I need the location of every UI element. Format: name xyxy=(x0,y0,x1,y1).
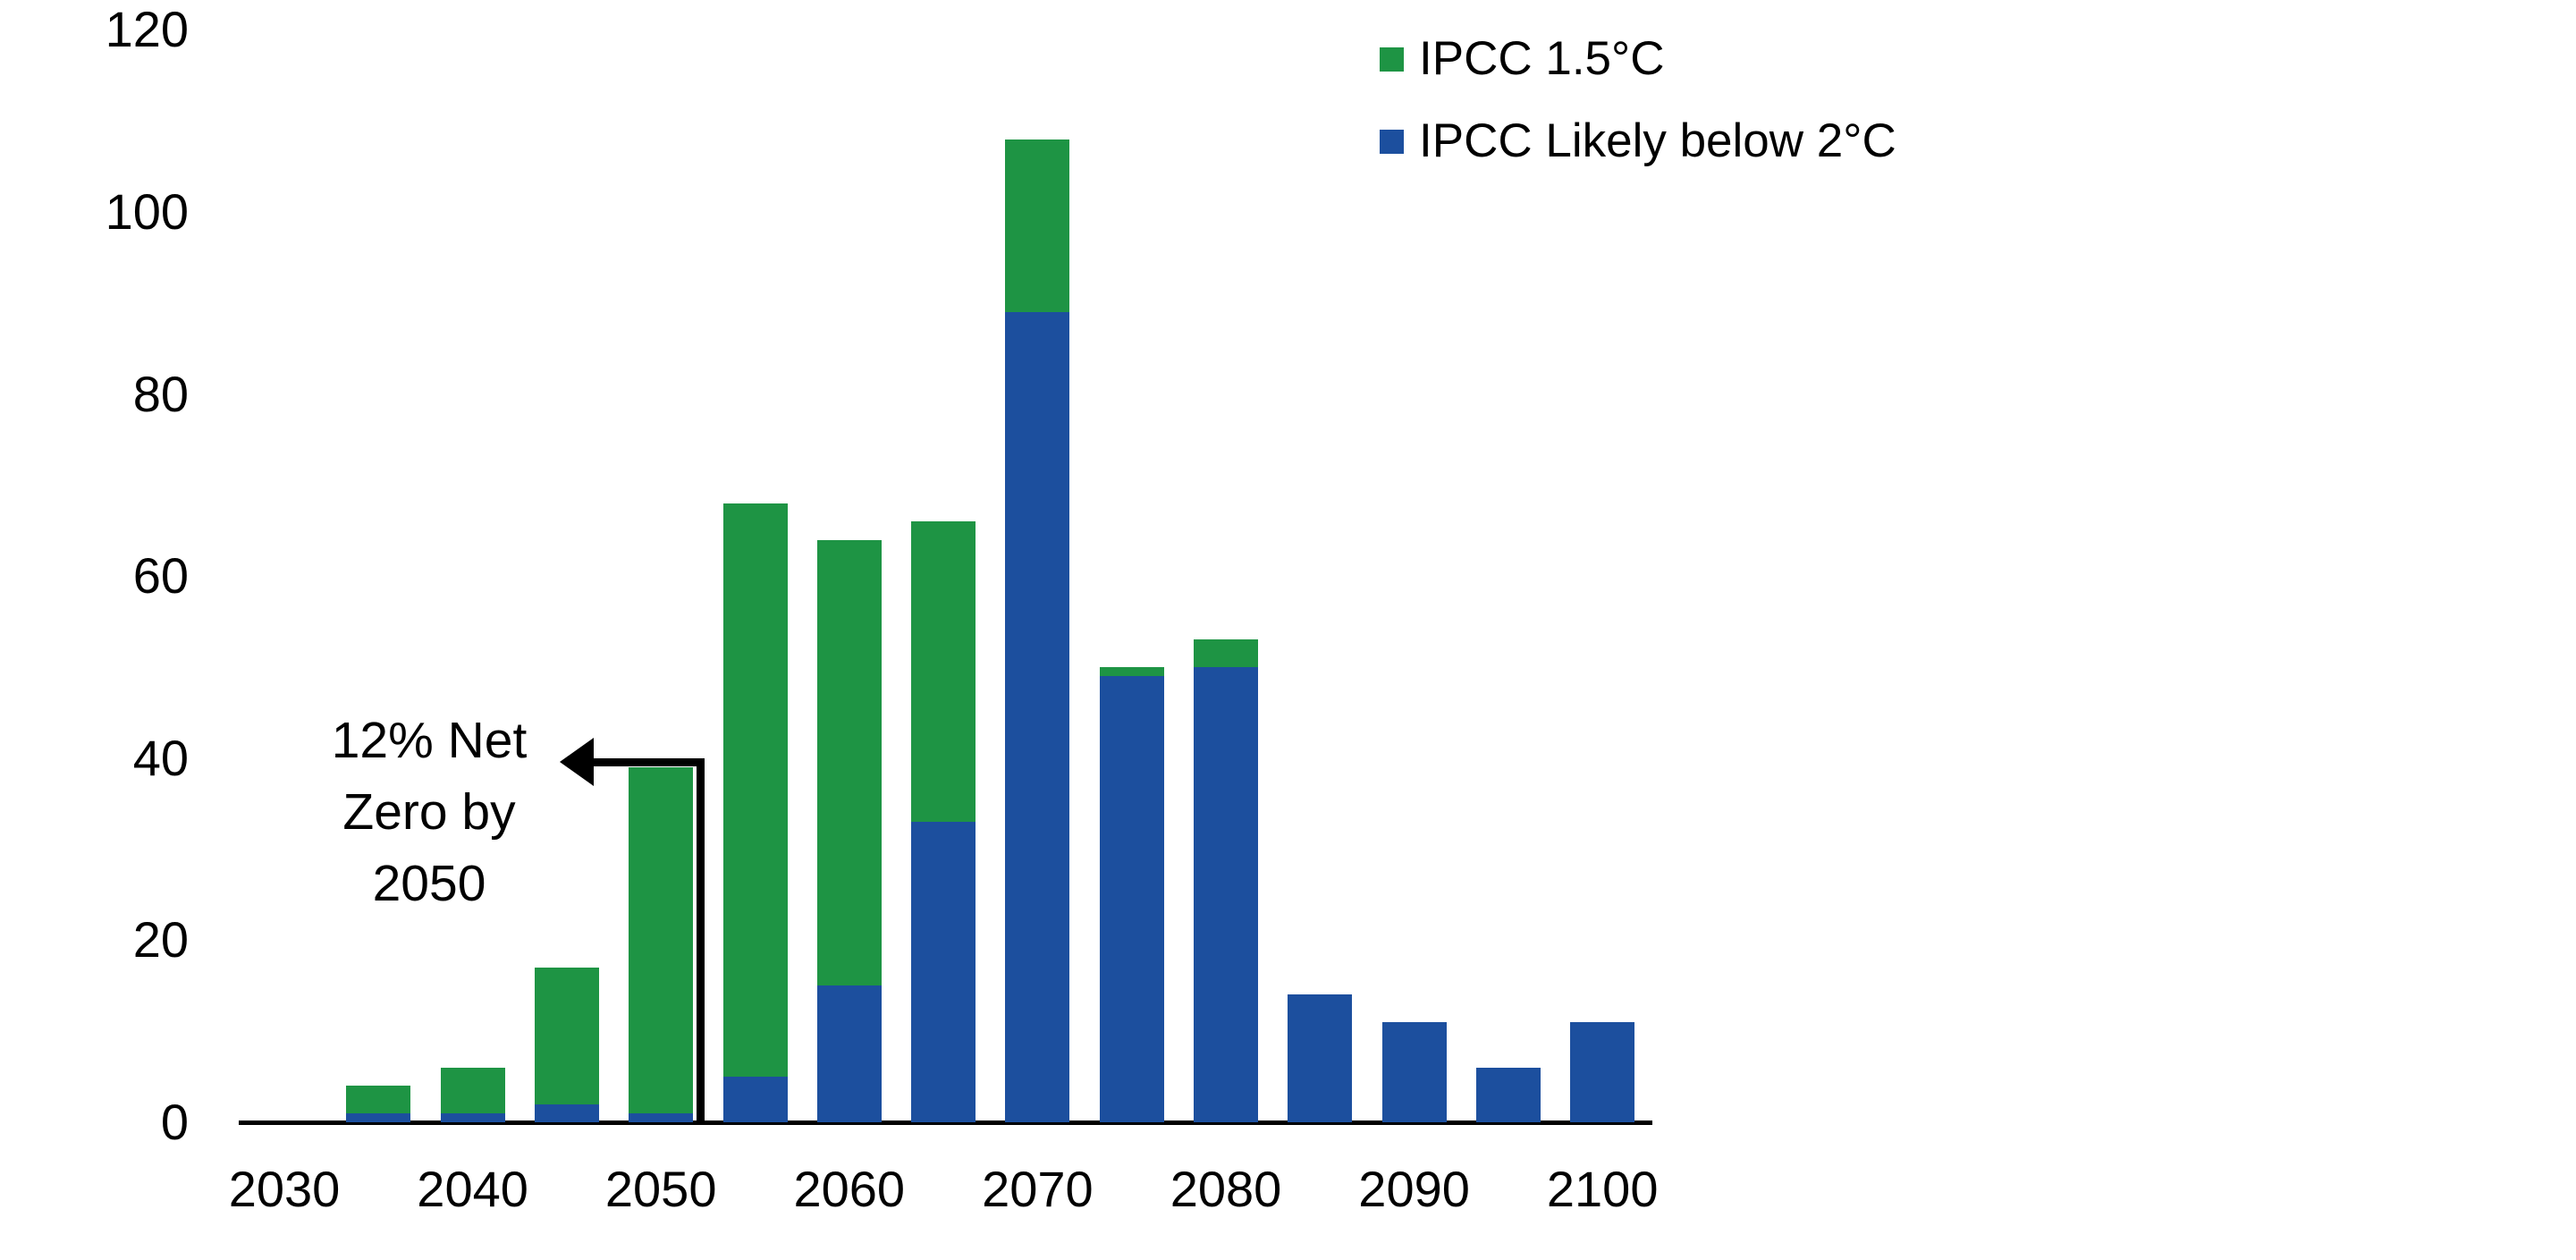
x-tick-label-2090: 2090 xyxy=(1358,1161,1470,1217)
bar-segment-2090-below2C xyxy=(1381,1022,1447,1122)
bar-segment-2060-below2C xyxy=(816,985,882,1122)
annotation-arrow-line-vertical xyxy=(697,757,705,1122)
y-tick-label-0: 0 xyxy=(160,1094,189,1150)
y-tick-label-40: 40 xyxy=(132,729,189,786)
bar-segment-2050-1p5C xyxy=(629,767,694,1113)
x-tick-label-2080: 2080 xyxy=(1170,1161,1282,1217)
annotation-net-zero-text: 12% Net Zero by 2050 xyxy=(286,705,572,919)
bar-segment-2060-1p5C xyxy=(816,539,882,986)
bar-segment-2075-below2C xyxy=(1099,676,1164,1122)
x-tick-label-2060: 2060 xyxy=(793,1161,906,1217)
bar-segment-2085-below2C xyxy=(1288,994,1353,1122)
y-tick-label-120: 120 xyxy=(105,1,189,58)
bar-segment-2070-below2C xyxy=(1005,311,1070,1122)
legend-row-2: IPCC Likely below 2°C xyxy=(1380,116,1896,166)
bar-segment-2065-1p5C xyxy=(911,521,976,823)
legend-swatch-icon xyxy=(1380,129,1404,154)
y-tick-label-20: 20 xyxy=(132,911,189,968)
y-tick-label-80: 80 xyxy=(132,365,189,422)
x-tick-label-2100: 2100 xyxy=(1546,1161,1659,1217)
annotation-line-2: Zero by xyxy=(342,783,516,841)
legend-row-1: IPCC 1.5°C xyxy=(1380,34,1665,84)
bar-segment-2100-below2C xyxy=(1570,1022,1635,1122)
x-tick-label-2030: 2030 xyxy=(228,1161,341,1217)
bar-segment-2055-1p5C xyxy=(722,503,788,1078)
bar-segment-2035-1p5C xyxy=(346,1086,411,1113)
bar-segment-2050-below2C xyxy=(629,1112,694,1122)
bar-segment-2075-1p5C xyxy=(1099,667,1164,677)
bar-segment-2045-below2C xyxy=(534,1104,599,1122)
x-tick-label-2050: 2050 xyxy=(604,1161,717,1217)
annotation-line-3: 2050 xyxy=(372,855,486,912)
x-axis-line xyxy=(239,1120,1652,1125)
legend-label: IPCC 1.5°C xyxy=(1419,32,1665,85)
legend-swatch-icon xyxy=(1380,47,1404,72)
annotation-arrowhead-left-icon xyxy=(560,738,594,787)
y-tick-label-60: 60 xyxy=(132,547,189,605)
annotation-line-1: 12% Net xyxy=(331,712,528,769)
bar-segment-2080-1p5C xyxy=(1194,639,1258,667)
bar-segment-2070-1p5C xyxy=(1005,139,1070,312)
bar-segment-2035-below2C xyxy=(346,1112,411,1122)
bar-segment-2095-below2C xyxy=(1475,1067,1541,1122)
bar-segment-2065-below2C xyxy=(911,822,976,1122)
y-tick-label-100: 100 xyxy=(105,183,189,240)
annotation-arrow-line-horizontal xyxy=(592,757,705,766)
legend-label: IPCC Likely below 2°C xyxy=(1419,114,1896,167)
bar-segment-2055-below2C xyxy=(722,1077,788,1122)
bar-segment-2080-below2C xyxy=(1194,667,1258,1122)
bar-segment-2040-below2C xyxy=(440,1112,505,1122)
x-tick-label-2070: 2070 xyxy=(982,1161,1094,1217)
bar-segment-2045-1p5C xyxy=(534,967,599,1104)
x-tick-label-2040: 2040 xyxy=(417,1161,528,1217)
bar-segment-2040-1p5C xyxy=(440,1067,505,1113)
